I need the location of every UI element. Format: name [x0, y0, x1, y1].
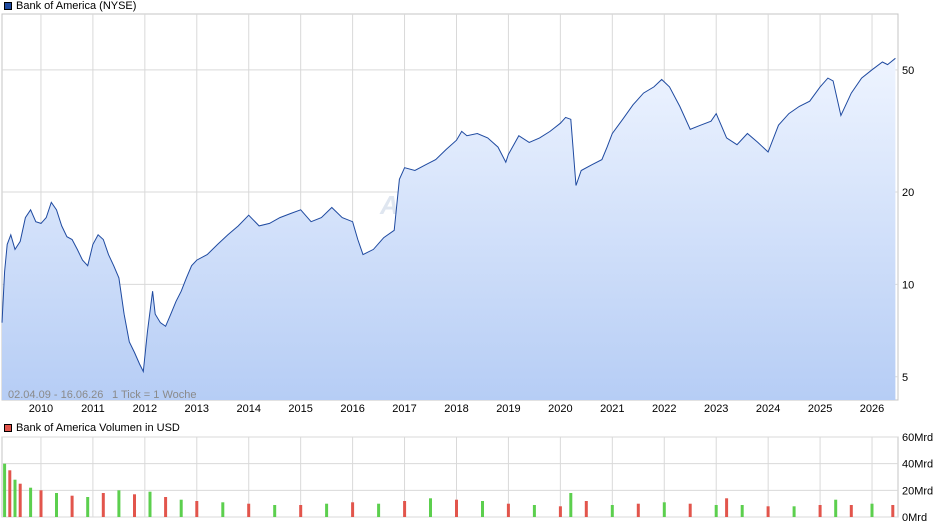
x-tick-label: 2014: [236, 403, 260, 415]
volume-bar: [662, 502, 666, 517]
volume-bar: [148, 491, 152, 517]
volume-bar: [870, 503, 874, 517]
volume-bar: [610, 505, 614, 517]
volume-bar: [891, 505, 895, 517]
x-tick-label: 2022: [652, 403, 676, 415]
price-legend: Bank of America (NYSE): [4, 0, 136, 12]
volume-bar: [164, 497, 168, 517]
volume-y-tick-label: 60Mrd: [902, 432, 933, 444]
volume-bar: [834, 499, 838, 517]
x-tick-label: 2021: [600, 403, 624, 415]
x-tick-label: 2017: [392, 403, 416, 415]
volume-bar: [429, 498, 432, 517]
volume-bar: [179, 499, 183, 517]
x-tick-label: 2023: [704, 403, 728, 415]
volume-bar: [403, 501, 407, 517]
volume-bar: [247, 503, 251, 517]
x-tick-label: 2019: [496, 403, 520, 415]
volume-bar: [584, 501, 588, 517]
price-y-tick-label: 50: [902, 65, 914, 77]
volume-bar: [714, 505, 718, 517]
x-tick-label: 2024: [756, 403, 780, 415]
volume-bar: [725, 498, 729, 517]
x-tick-label: 2013: [185, 403, 209, 415]
volume-bar: [325, 503, 329, 517]
price-y-tick-label: 10: [902, 279, 914, 291]
volume-bar: [506, 503, 510, 517]
volume-bar: [101, 493, 105, 517]
x-tick-label: 2020: [548, 403, 572, 415]
volume-bar: [39, 490, 43, 517]
volume-bar: [117, 490, 121, 517]
volume-bar: [8, 470, 12, 517]
volume-bar: [55, 493, 58, 517]
volume-bar: [688, 503, 692, 517]
volume-plot-frame: [1, 436, 899, 518]
price-y-tick-label: 20: [902, 187, 914, 199]
volume-bar: [351, 502, 355, 517]
price-y-tick-label: 5: [902, 372, 908, 384]
volume-bar: [3, 463, 7, 517]
volume-bar: [636, 503, 640, 517]
x-tick-label: 2018: [444, 403, 468, 415]
price-legend-swatch: [4, 2, 12, 10]
volume-bar: [221, 502, 225, 517]
volume-bar: [558, 506, 562, 517]
volume-bar: [792, 506, 796, 517]
volume-legend-label: Bank of America Volumen in USD: [16, 422, 180, 434]
x-axis: 2010 2011 2012 2013 2014 2015 2016 2017 2018 2019…: [29, 403, 885, 415]
price-legend-label: Bank of America (NYSE): [16, 0, 137, 12]
volume-bar: [455, 499, 458, 517]
volume-bar: [13, 479, 17, 517]
tick-info-label: 1 Tick = 1 Woche: [112, 389, 196, 401]
volume-bar: [377, 503, 381, 517]
volume-bar: [849, 505, 853, 517]
volume-bar: [481, 501, 484, 517]
volume-bar: [299, 505, 303, 517]
period-label: 02.04.09 - 16.06.26: [8, 389, 103, 401]
volume-grid: [2, 436, 898, 518]
price-area: [2, 58, 896, 401]
volume-bar: [273, 505, 277, 517]
volume-bar: [195, 501, 199, 517]
volume-panel: 0Mrd 20Mrd 40Mrd 60Mrd: [1, 432, 933, 524]
volume-bar: [70, 495, 74, 517]
volume-bar: [569, 493, 573, 517]
x-tick-label: 2025: [808, 403, 832, 415]
volume-bar: [133, 494, 136, 517]
volume-legend: Bank of America Volumen in USD: [4, 422, 180, 434]
volume-y-tick-label: 40Mrd: [902, 459, 933, 471]
volume-y-axis: 0Mrd 20Mrd 40Mrd 60Mrd: [902, 432, 933, 524]
price-line: [1, 57, 896, 374]
x-tick-label: 2015: [288, 403, 312, 415]
x-tick-label: 2012: [133, 403, 157, 415]
volume-bar: [29, 487, 33, 517]
volume-bar: [532, 505, 536, 517]
price-y-axis: 5 10 20 50: [902, 65, 914, 384]
volume-bars: [3, 463, 895, 517]
volume-bar: [86, 497, 90, 517]
volume-bar: [740, 505, 744, 517]
volume-legend-swatch: [4, 424, 12, 432]
x-tick-label: 2026: [860, 403, 884, 415]
volume-y-tick-label: 20Mrd: [902, 485, 933, 497]
x-tick-label: 2011: [81, 403, 105, 415]
x-tick-label: 2016: [340, 403, 364, 415]
x-tick-label: 2010: [29, 403, 53, 415]
volume-bar: [18, 483, 22, 517]
volume-bar: [766, 506, 770, 517]
volume-y-tick-label: 0Mrd: [902, 512, 927, 524]
volume-bar: [818, 505, 822, 517]
